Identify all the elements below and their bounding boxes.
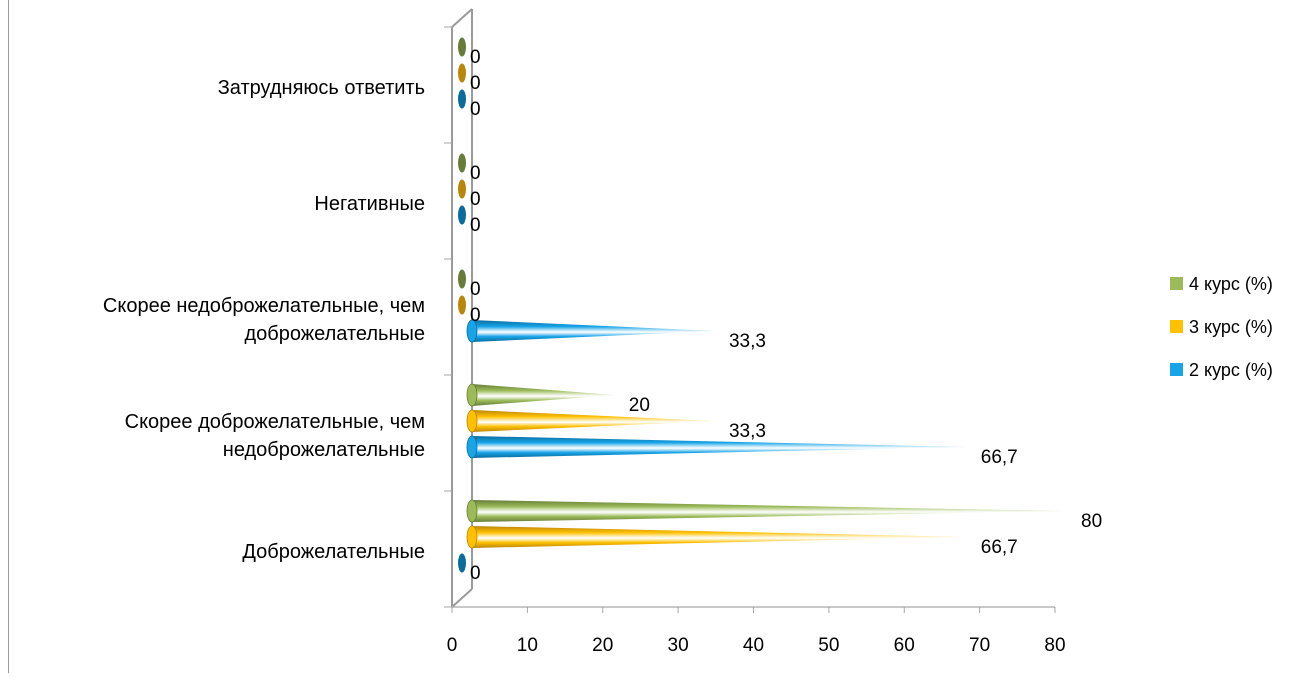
y-tick-label: Доброжелательные	[242, 541, 425, 563]
frame-left-border	[8, 0, 9, 673]
data-label: 66,7	[981, 447, 1018, 468]
bar-base	[466, 525, 478, 549]
x-tick-label: 50	[818, 635, 839, 656]
legend-label: 2 курс (%)	[1189, 360, 1273, 380]
plot-area	[458, 37, 1067, 573]
data-label: 0	[470, 279, 481, 300]
y-tick-label: Затрудняюсь ответить	[218, 77, 425, 99]
data-labels: 0 66,7 80 66,7 33,3 20 33,3 0 0 0 0 0 0 0 0	[470, 47, 1102, 584]
bar-zero-marker	[458, 153, 466, 173]
legend-label: 3 курс (%)	[1189, 317, 1273, 337]
bar-base	[466, 383, 478, 407]
bar-zero-marker	[458, 89, 466, 109]
x-tick-label: 70	[969, 635, 990, 656]
bar-zero-marker	[458, 63, 466, 83]
bar-3-курс--1	[472, 410, 715, 432]
y-tick-label: доброжелательные	[245, 323, 426, 345]
bar-2-курс--2	[472, 320, 715, 342]
data-label: 0	[470, 215, 481, 236]
bar-zero-marker	[458, 37, 466, 57]
bar-zero-marker	[458, 553, 466, 573]
x-tick-label: 30	[668, 635, 689, 656]
axis-depth-bottom	[451, 588, 473, 608]
data-label: 33,3	[729, 331, 766, 352]
legend: 4 курс (%) 3 курс (%) 2 курс (%)	[1170, 274, 1273, 380]
bar-2-курс--1	[472, 436, 967, 458]
bar-base	[466, 499, 478, 523]
bar-zero-marker	[458, 269, 466, 289]
x-tick-label: 10	[517, 635, 538, 656]
data-label: 80	[1081, 511, 1102, 532]
data-label: 33,3	[729, 421, 766, 442]
x-tick-label: 80	[1044, 635, 1065, 656]
axes: 0 10 20 30 40 50 60 70 80 Доброжелательные Скорее …	[103, 8, 1066, 656]
x-tick-label: 60	[894, 635, 915, 656]
data-label: 0	[470, 73, 481, 94]
bar-zero-marker	[458, 205, 466, 225]
data-label: 0	[470, 99, 481, 120]
bar-zero-marker	[458, 179, 466, 199]
data-label: 66,7	[981, 537, 1018, 558]
x-tick-label: 0	[447, 635, 458, 656]
legend-label: 4 курс (%)	[1189, 274, 1273, 294]
y-tick-label: недоброжелательные	[223, 439, 425, 461]
legend-swatch	[1170, 320, 1183, 333]
bar-3-курс--0	[472, 526, 967, 548]
x-tick-label: 40	[743, 635, 764, 656]
data-label: 0	[470, 563, 481, 584]
bar-base	[466, 435, 478, 459]
data-label: 0	[470, 305, 481, 326]
bar-base	[466, 319, 478, 343]
y-tick-label: Негативные	[314, 193, 425, 215]
data-label: 20	[629, 395, 650, 416]
data-label: 0	[470, 47, 481, 68]
data-label: 0	[470, 189, 481, 210]
bar-4-курс--0	[472, 500, 1067, 522]
data-label: 0	[470, 163, 481, 184]
bar-zero-marker	[458, 295, 466, 315]
legend-swatch	[1170, 363, 1183, 376]
y-tick-label: Скорее доброжелательные, чем	[125, 411, 425, 433]
bar-4-курс--1	[472, 384, 615, 406]
axis-depth-top	[451, 8, 473, 28]
y-tick-label: Скорее недоброжелательные, чем	[103, 295, 425, 317]
bar-base	[466, 409, 478, 433]
x-tick-label: 20	[592, 635, 613, 656]
legend-swatch	[1170, 277, 1183, 290]
